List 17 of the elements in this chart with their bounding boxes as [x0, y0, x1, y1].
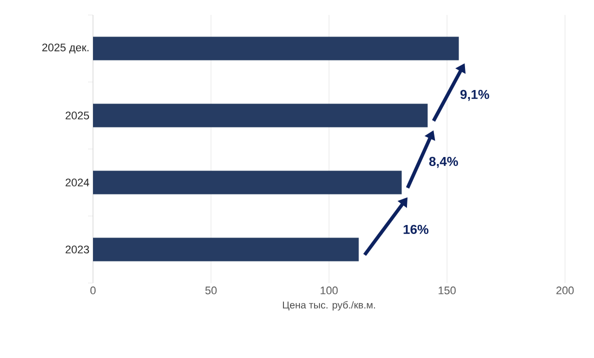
x-tick-label: 50: [205, 286, 217, 294]
bar: [93, 238, 359, 262]
bar: [93, 104, 428, 128]
x-tick-label: 100: [320, 286, 338, 294]
x-tick-label: 200: [556, 286, 574, 294]
x-tick-label: 150: [438, 286, 456, 294]
annotation: 8,4%: [429, 156, 458, 168]
x-axis-title: Цена тыс. руб./кв.м.: [282, 301, 375, 310]
y-tick-label: 2023: [66, 246, 89, 254]
annotation: 16%: [404, 224, 428, 234]
y-tick-label: 2024: [66, 178, 90, 186]
x-tick-label: 0: [90, 286, 96, 294]
y-tick-label: 2025 дек.: [42, 44, 88, 54]
bar: [93, 170, 402, 194]
annotation: 9,1%: [460, 90, 490, 101]
bar: [93, 36, 459, 60]
y-tick-label: 2025: [66, 112, 90, 120]
